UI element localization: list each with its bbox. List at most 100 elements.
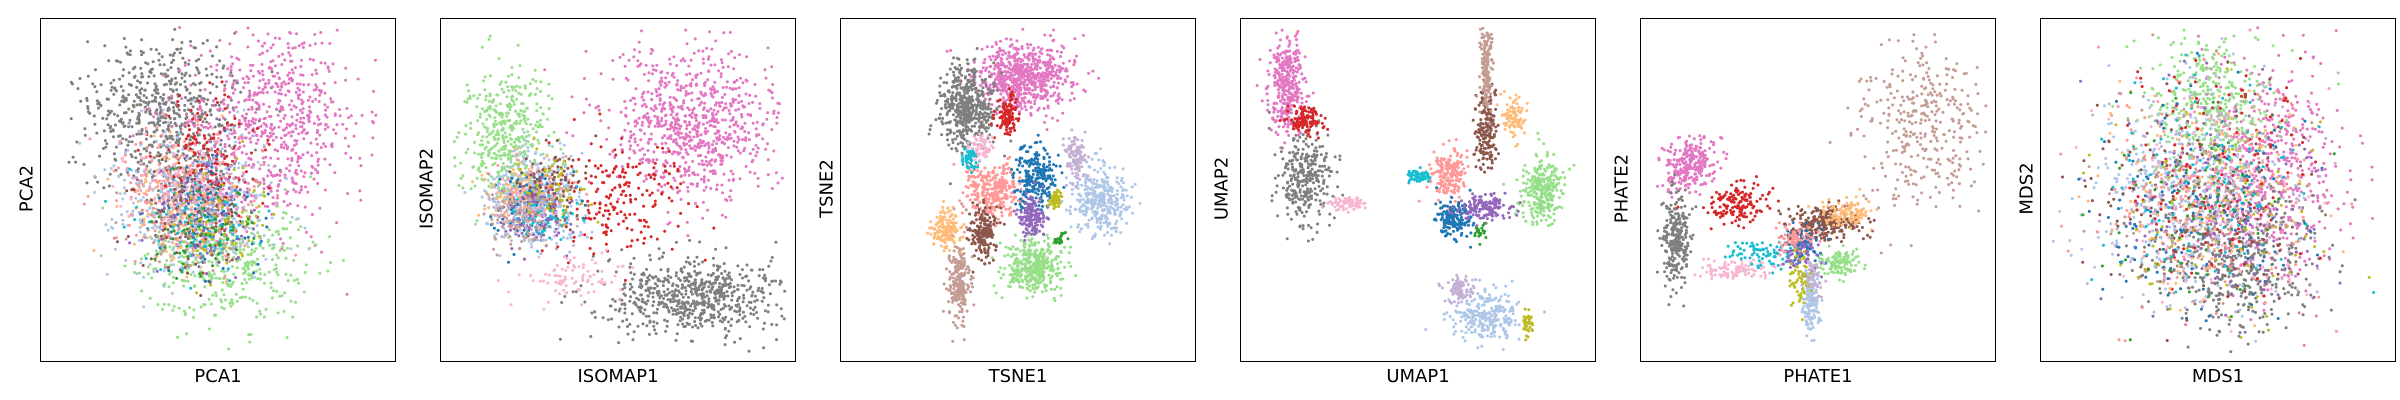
scatter-point xyxy=(678,127,682,131)
scatter-point xyxy=(235,195,239,199)
scatter-point xyxy=(210,213,214,217)
scatter-point xyxy=(246,263,250,267)
scatter-point xyxy=(669,107,673,111)
scatter-point xyxy=(638,148,642,152)
scatter-point xyxy=(663,183,667,187)
scatter-point xyxy=(755,150,759,154)
scatter-point xyxy=(164,181,168,185)
scatter-point xyxy=(737,295,741,299)
scatter-point xyxy=(697,316,701,320)
scatter-point xyxy=(230,132,234,136)
scatter-point xyxy=(178,94,182,97)
scatter-point xyxy=(655,291,659,295)
scatter-point xyxy=(692,135,696,139)
scatter-point xyxy=(217,212,221,216)
scatter-point xyxy=(758,268,762,272)
scatter-point xyxy=(203,157,207,161)
scatter-point xyxy=(771,83,775,86)
scatter-point xyxy=(630,277,634,281)
scatter-point xyxy=(215,261,219,264)
scatter-point xyxy=(647,71,651,75)
scatter-point xyxy=(666,136,670,140)
scatter-point xyxy=(180,153,184,157)
scatter-point xyxy=(281,52,284,56)
scatter-point xyxy=(294,127,298,131)
scatter-point xyxy=(124,160,128,164)
scatter-point xyxy=(184,143,188,147)
scatter-point xyxy=(303,226,307,230)
scatter-point xyxy=(173,121,177,125)
scatter-point xyxy=(226,206,230,210)
scatter-point xyxy=(679,197,683,201)
scatter-point xyxy=(148,154,152,158)
scatter-point xyxy=(718,137,722,141)
scatter-point xyxy=(691,127,695,131)
scatter-point xyxy=(156,169,160,173)
scatter-point xyxy=(275,270,279,274)
scatter-point xyxy=(208,109,212,113)
scatter-point xyxy=(294,151,298,155)
scatter-point xyxy=(709,304,712,308)
scatter-point xyxy=(703,282,707,286)
scatter-point xyxy=(243,164,247,167)
scatter-point xyxy=(707,141,710,145)
scatter-point xyxy=(255,141,258,145)
scatter-point xyxy=(211,293,215,297)
scatter-point xyxy=(208,186,212,190)
scatter-point xyxy=(194,137,198,141)
scatter-point xyxy=(130,168,134,172)
scatter-point xyxy=(293,66,297,70)
scatter-point xyxy=(269,126,272,130)
scatter-point xyxy=(669,103,673,107)
scatter-point xyxy=(244,170,248,174)
scatter-point xyxy=(697,103,701,107)
scatter-point xyxy=(245,124,249,128)
scatter-point xyxy=(150,121,154,125)
scatter-point xyxy=(185,244,189,248)
scatter-point xyxy=(136,117,140,121)
scatter-point xyxy=(116,166,120,170)
scatter-point xyxy=(266,138,270,142)
scatter-point xyxy=(722,172,726,176)
scatter-point xyxy=(206,98,210,102)
scatter-point xyxy=(162,139,166,143)
scatter-point xyxy=(139,91,142,95)
scatter-point xyxy=(261,246,265,250)
scatter-point xyxy=(628,287,632,291)
scatter-point xyxy=(222,175,226,179)
scatter-point xyxy=(184,85,188,89)
scatter-point xyxy=(687,64,691,68)
scatter-point xyxy=(757,274,761,278)
scatter-point xyxy=(359,164,363,168)
scatter-point xyxy=(92,249,96,253)
scatter-point xyxy=(162,112,166,116)
scatter-point xyxy=(86,194,90,198)
scatter-point xyxy=(701,308,704,312)
scatter-point xyxy=(753,171,757,175)
scatter-point xyxy=(158,260,161,264)
scatter-point xyxy=(242,172,246,176)
scatter-point xyxy=(663,85,667,89)
scatter-point xyxy=(703,101,707,105)
scatter-point xyxy=(85,181,89,185)
scatter-point xyxy=(228,259,232,263)
scatter-point xyxy=(145,166,148,170)
scatter-point xyxy=(641,120,645,124)
scatter-point xyxy=(241,166,245,170)
scatter-point xyxy=(733,340,737,344)
scatter-point xyxy=(161,224,165,228)
scatter-point xyxy=(630,312,634,316)
scatter-point xyxy=(232,246,236,250)
scatter-point xyxy=(194,214,198,218)
scatter-point xyxy=(244,152,248,156)
scatter-point xyxy=(177,141,180,144)
scatter-point xyxy=(171,88,175,92)
scatter-point xyxy=(160,133,164,137)
scatter-point xyxy=(179,246,183,249)
scatter-point xyxy=(167,214,171,218)
scatter-point xyxy=(163,263,167,267)
scatter-point xyxy=(205,184,209,188)
scatter-point xyxy=(678,319,682,323)
scatter-point xyxy=(78,141,82,145)
scatter-point xyxy=(209,179,213,183)
